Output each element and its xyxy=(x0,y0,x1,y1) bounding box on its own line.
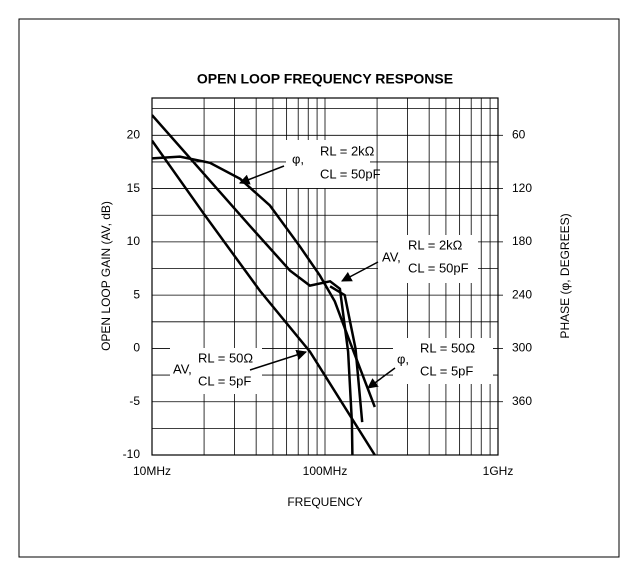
annotation-text: CL = 50pF xyxy=(408,260,469,275)
x-tick-label: 10MHz xyxy=(133,464,171,478)
y2-tick-label: 300 xyxy=(512,341,532,355)
annotation-text: RL = 50Ω xyxy=(420,340,475,355)
x-tick-label: 100MHz xyxy=(303,464,348,478)
annotation-symbol: φ, xyxy=(397,351,409,366)
y-tick-label: 5 xyxy=(133,287,140,301)
curve xyxy=(152,114,354,455)
y-tick-label: -5 xyxy=(129,394,140,408)
curve xyxy=(329,285,364,423)
y2-tick-label: 240 xyxy=(512,287,532,301)
y-tick-label: 20 xyxy=(127,127,141,141)
x-axis-label: FREQUENCY xyxy=(287,495,362,509)
annotation-arrow xyxy=(341,261,379,282)
curve xyxy=(152,155,376,408)
x-tick-label: 1GHz xyxy=(483,464,514,478)
y-axis-label: OPEN LOOP GAIN (AV, dB) xyxy=(99,201,113,351)
annotation-text: CL = 5pF xyxy=(420,363,473,378)
annotation-arrow xyxy=(249,349,307,371)
annotation-arrow xyxy=(239,165,285,185)
annotation-text: RL = 2kΩ xyxy=(320,143,375,158)
y2-tick-label: 360 xyxy=(512,394,532,408)
annotation-text: CL = 5pF xyxy=(198,373,251,388)
curves xyxy=(152,114,376,455)
y2-tick-label: 180 xyxy=(512,234,532,248)
annotation-symbol: AV, xyxy=(173,361,192,376)
curve xyxy=(152,139,376,455)
y-tick-label: 0 xyxy=(133,341,140,355)
y2-tick-label: 60 xyxy=(512,127,526,141)
annotation-bg xyxy=(170,348,262,394)
y-tick-label: -10 xyxy=(123,447,141,461)
y-tick-label: 15 xyxy=(127,181,141,195)
annotation-text: RL = 2kΩ xyxy=(408,237,463,252)
chart-title: OPEN LOOP FREQUENCY RESPONSE xyxy=(197,71,453,87)
annotation-bg xyxy=(393,338,493,384)
annotations: φ, RL = 2kΩ CL = 50pF AV, RL = 2kΩ CL = … xyxy=(170,140,493,394)
annotation-symbol: AV, xyxy=(382,249,401,264)
annotation-bg xyxy=(286,140,370,188)
frame xyxy=(18,18,620,558)
annotation-text: CL = 50pF xyxy=(320,166,381,181)
plot-frame xyxy=(151,97,499,456)
annotation-symbol: φ, xyxy=(292,151,304,166)
y2-axis-label: PHASE (φ, DEGREES) xyxy=(558,213,572,338)
annotation-text: RL = 50Ω xyxy=(198,350,253,365)
annotation-bg xyxy=(378,235,478,283)
annotation-arrow xyxy=(367,367,396,389)
y-tick-label: 10 xyxy=(127,234,141,248)
y2-tick-label: 120 xyxy=(512,181,532,195)
